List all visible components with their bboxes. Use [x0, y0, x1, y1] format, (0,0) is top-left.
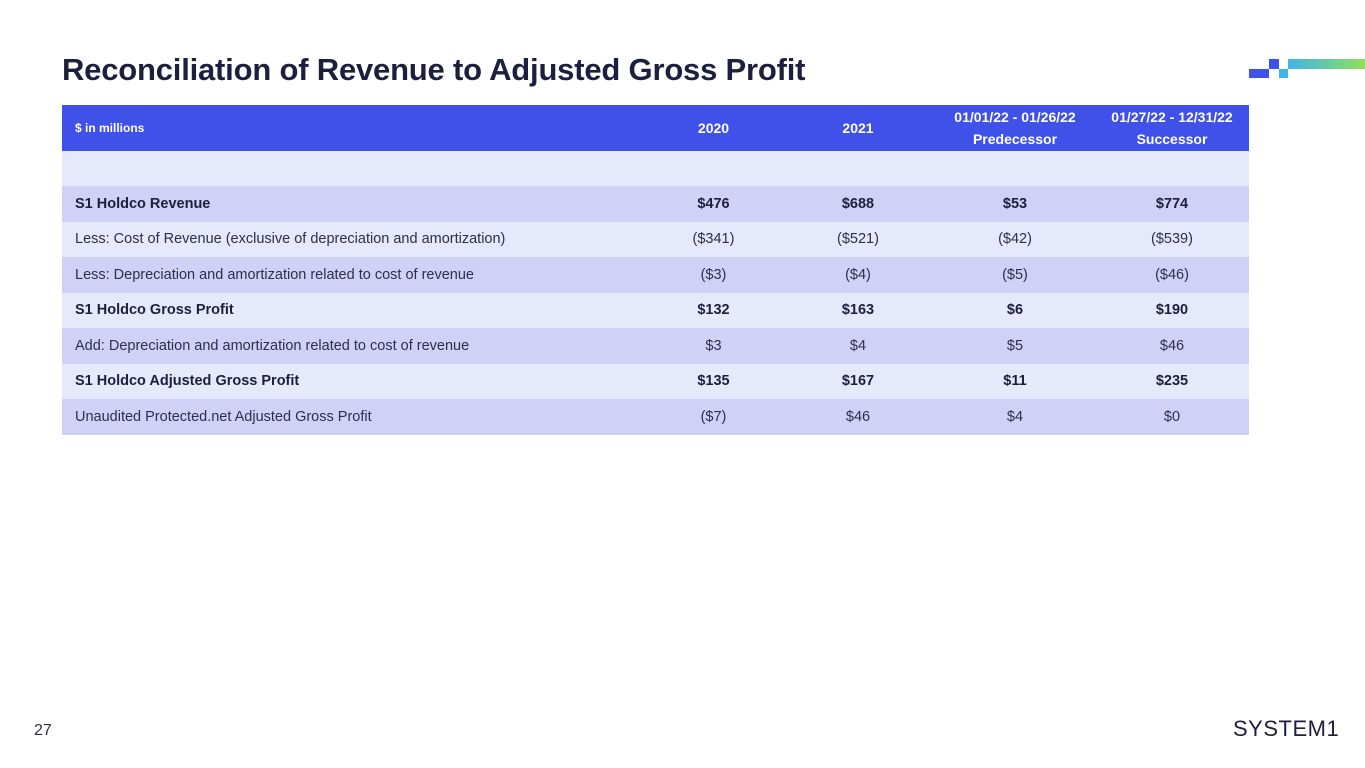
- cell-2021: $167: [841, 373, 875, 390]
- cell-2021: $4: [849, 337, 867, 354]
- cell-2020: $476: [697, 195, 730, 212]
- cell-predecessor: $6: [1006, 302, 1024, 319]
- table-row: Unaudited Protected.net Adjusted Gross P…: [62, 399, 1249, 435]
- table-row: Less: Depreciation and amortization rela…: [62, 257, 1249, 293]
- cell-successor: $0: [1163, 408, 1181, 425]
- decorative-pixel-graphic: [1249, 59, 1365, 79]
- spacer-row: [62, 151, 1249, 186]
- cell-successor: $235: [1155, 373, 1189, 390]
- cell-2021: ($521): [837, 231, 879, 248]
- page-title: Reconciliation of Revenue to Adjusted Gr…: [62, 52, 806, 87]
- cell-successor: $46: [1159, 337, 1185, 354]
- cell-2020: ($7): [700, 408, 727, 425]
- row-label: S1 Holdco Gross Profit: [75, 302, 234, 319]
- reconciliation-table-container: $ in millions 2020 2021 01/01/22 - 01/26…: [62, 105, 1249, 435]
- cell-2020: $3: [705, 337, 722, 354]
- cell-predecessor: $4: [1006, 408, 1024, 425]
- row-label: S1 Holdco Revenue: [75, 195, 211, 212]
- header-predecessor: 01/01/22 - 01/26/22 Predecessor: [954, 109, 1076, 147]
- table-row: S1 Holdco Gross Profit $132 $163 $6 $190: [62, 292, 1249, 328]
- header-2020: 2020: [697, 120, 730, 136]
- cell-predecessor: $53: [1002, 195, 1028, 212]
- cell-successor: $190: [1155, 302, 1189, 319]
- table-row: S1 Holdco Adjusted Gross Profit $135 $16…: [62, 363, 1249, 399]
- cell-predecessor: $11: [1003, 373, 1027, 390]
- header-successor: 01/27/22 - 12/31/22 Successor: [1111, 109, 1233, 147]
- row-label: Less: Cost of Revenue (exclusive of depr…: [75, 231, 506, 248]
- reconciliation-table: $ in millions 2020 2021 01/01/22 - 01/26…: [62, 105, 1249, 435]
- cell-predecessor: ($5): [1002, 266, 1028, 283]
- cell-2020: $135: [697, 373, 730, 390]
- row-label: Add: Depreciation and amortization relat…: [75, 337, 470, 354]
- cell-predecessor: $5: [1006, 337, 1024, 354]
- row-label: S1 Holdco Adjusted Gross Profit: [75, 373, 300, 390]
- cell-2021: $46: [845, 408, 871, 425]
- cell-successor: $774: [1155, 195, 1189, 212]
- cell-2021: $688: [841, 195, 875, 212]
- row-label: Unaudited Protected.net Adjusted Gross P…: [75, 408, 372, 425]
- cell-predecessor: ($42): [998, 231, 1032, 248]
- table-row: Add: Depreciation and amortization relat…: [62, 328, 1249, 364]
- cell-2021: ($4): [845, 266, 871, 283]
- cell-successor: ($46): [1155, 266, 1189, 283]
- cell-2020: ($3): [700, 266, 727, 283]
- row-label: Less: Depreciation and amortization rela…: [75, 266, 474, 283]
- cell-successor: ($539): [1151, 231, 1193, 248]
- header-units: $ in millions: [75, 121, 145, 135]
- cell-2021: $163: [841, 302, 875, 319]
- header-2021: 2021: [842, 120, 874, 136]
- page-number: 27: [34, 722, 52, 739]
- cell-2020: ($341): [692, 231, 735, 248]
- system1-logo: SYSTEM1: [1233, 716, 1340, 741]
- table-header-row: $ in millions 2020 2021 01/01/22 - 01/26…: [62, 105, 1249, 151]
- cell-2020: $132: [697, 302, 730, 319]
- table-row: S1 Holdco Revenue $476 $688 $53 $774: [62, 186, 1249, 222]
- table-row: Less: Cost of Revenue (exclusive of depr…: [62, 221, 1249, 257]
